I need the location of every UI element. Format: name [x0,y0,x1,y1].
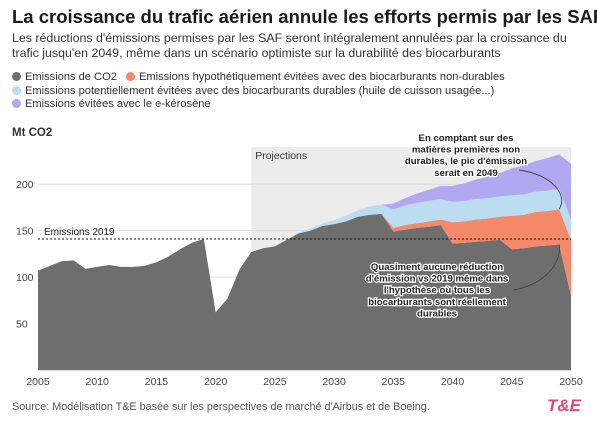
x-tick-label: 2045 [500,376,524,388]
y-tick-label: 200 [16,179,34,191]
legend-label: Emissions évitées avec le e-kérosène [25,98,211,111]
y-axis-unit: Mt CO2 [12,127,53,139]
series-area-2 [38,188,571,313]
x-tick-label: 2040 [441,376,465,388]
y-tick-label: 150 [16,226,34,238]
annotation-text-line: serait en 2049 [434,168,497,179]
x-tick-label: 2050 [559,376,583,388]
x-tick-label: 2005 [26,376,50,388]
x-tick-label: 2020 [204,376,228,388]
annotation-text-line: d'émission vs 2019 même dans [366,274,509,285]
legend-item-ekerosene: Emissions évitées avec le e-kérosène [12,98,211,112]
annotation-text-line: durables, le pic d'émission [405,156,527,167]
legend-label: Emissions potentiellement évitées avec d… [25,84,495,97]
y-tick-label: 100 [16,272,34,284]
projection-label: Projections [255,150,307,162]
source-note: Source: Modélisation T&E basée sur les p… [12,401,430,413]
series-area-3 [38,154,571,313]
annotation-text-line: matières premières non [412,145,520,156]
y-tick-label: 50 [16,319,28,331]
legend-label: Emissions de CO2 [25,71,117,83]
chart-title: La croissance du trafic aérien annule le… [12,6,597,27]
annotation-text-line: biocarburants sont réellement [368,297,506,308]
te-logo: T&E [547,396,581,415]
x-tick-label: 2025 [263,376,287,388]
legend-swatch [12,85,21,95]
legend-item-non-durable: Emissions hypothétiquement évitées avec … [125,71,505,85]
annotation-connector [513,244,560,291]
legend-item-durable: Emissions potentiellement évitées avec d… [12,85,494,99]
x-tick-label: 2010 [86,376,110,388]
series-area-1 [38,209,571,313]
annotation-text-line: durables [417,308,457,319]
chart-subtitle: Les réductions d'émissions permises par … [12,31,567,60]
legend-item-co2: Emissions de CO2 [12,71,117,85]
annotation-text-line: Quasiment aucune réduction [371,262,503,273]
annotation-connector [518,169,563,210]
series-area-0 [38,213,571,370]
annotation-text-line: En comptant sur des [419,133,514,144]
legend-swatch [125,72,135,81]
x-tick-label: 2035 [382,376,406,388]
legend-swatch [12,72,21,81]
legend-swatch [12,99,21,109]
annotation-text-line: l'hypothèse où tous les [384,285,490,296]
legend: Emissions de CO2 Emissions hypothétiquem… [12,71,592,112]
legend-label: Emissions hypothétiquement évitées avec … [138,71,505,83]
x-tick-label: 2030 [322,376,346,388]
reference-line-label: Emissions 2019 [44,227,115,238]
x-tick-label: 2015 [145,376,169,388]
